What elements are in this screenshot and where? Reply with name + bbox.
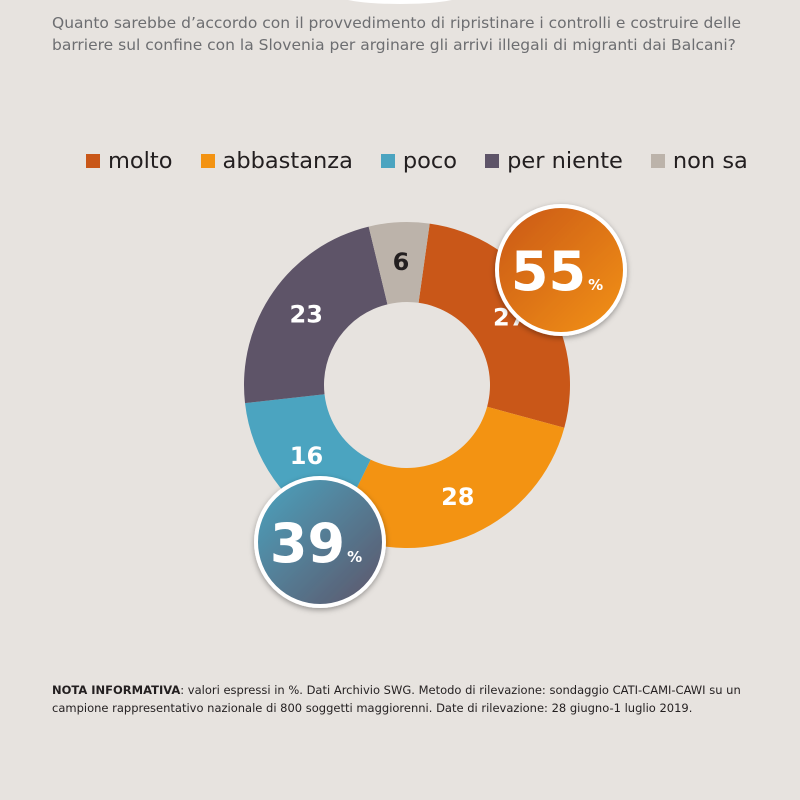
legend-item-abbastanza: abbastanza <box>200 148 353 174</box>
slice-abbastanza <box>335 406 565 548</box>
legend-swatch-abbastanza <box>200 154 215 168</box>
total-unit-0: % <box>588 276 603 294</box>
legend-label-abbastanza: abbastanza <box>222 148 353 174</box>
legend-label-poco: poco <box>402 148 458 174</box>
legend-swatch-poco <box>380 154 395 168</box>
total-badges: 55 %39% <box>254 204 627 608</box>
total-unit-1: % <box>347 548 362 566</box>
legend-label-per-niente: per niente <box>507 148 623 174</box>
total-value-1: 39% <box>270 512 362 575</box>
slice-molto <box>418 223 570 428</box>
slice-per-niente <box>244 226 388 404</box>
slice-non-sa <box>368 222 430 305</box>
legend-label-non-sa: non sa <box>672 148 748 174</box>
legend-item-per-niente: per niente <box>485 148 623 174</box>
slice-label-per-niente: 23 <box>290 300 323 328</box>
legend-item-molto: molto <box>86 148 173 174</box>
legend-swatch-non-sa <box>650 154 665 168</box>
note-label: NOTA INFORMATIVA <box>52 683 181 697</box>
note-text: : valori espressi in %. Dati Archivio SW… <box>52 683 741 715</box>
legend-label-molto: molto <box>108 148 173 174</box>
total-value-0: 55% <box>511 240 603 303</box>
methodology-note: NOTA INFORMATIVA: valori espressi in %. … <box>52 681 772 717</box>
legend-item-non-sa: non sa <box>650 148 748 174</box>
slice-label-abbastanza: 28 <box>441 483 474 511</box>
total-badge-circle-1 <box>254 476 386 608</box>
legend: molto abbastanza poco per niente non sa <box>86 148 748 174</box>
survey-question: Quanto sarebbe d’accordo con il provvedi… <box>52 14 742 54</box>
total-badge-1: 39% <box>254 476 386 608</box>
legend-swatch-per-niente <box>485 154 500 168</box>
legend-item-poco: poco <box>380 148 458 174</box>
legend-swatch-molto <box>86 154 100 168</box>
slice-label-non-sa: 6 <box>393 248 410 276</box>
top-decoration <box>335 0 465 4</box>
total-number-1: 39 <box>270 512 345 575</box>
slice-label-poco: 16 <box>290 442 323 470</box>
total-number-0: 55 <box>511 240 586 303</box>
total-badge-0: 55% <box>495 204 627 336</box>
total-badge-circle-0 <box>495 204 627 336</box>
